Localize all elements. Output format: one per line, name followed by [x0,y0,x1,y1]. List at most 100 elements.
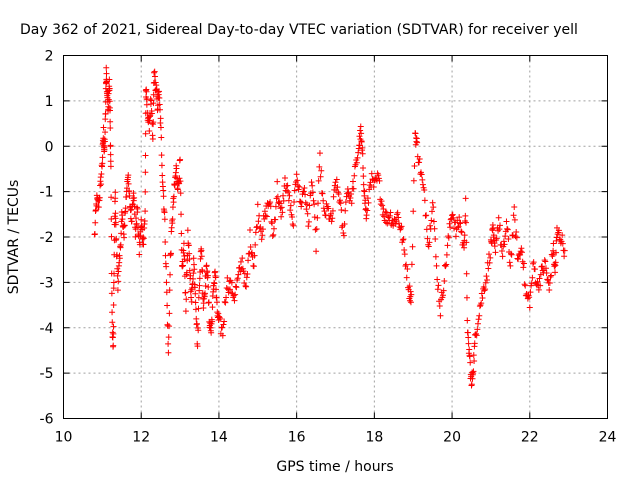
data-point [198,253,205,260]
data-point [274,193,281,200]
data-point [107,118,114,125]
data-point [230,292,237,299]
data-point [440,292,447,299]
data-point [473,332,480,339]
data-point [461,244,468,251]
data-point [379,202,386,209]
data-point [106,85,113,92]
data-point [136,251,143,258]
data-point [156,101,163,108]
data-point [148,110,155,117]
y-tick-label: -4 [40,321,54,337]
data-point [203,262,210,269]
data-point [160,193,167,200]
data-point [182,289,189,296]
data-point [530,259,537,266]
data-point [421,187,428,194]
data-point [224,274,231,281]
data-point [367,179,374,186]
data-point [215,310,222,317]
data-point [239,255,246,262]
data-point [208,329,215,336]
data-point [441,278,448,285]
data-point [537,282,544,289]
data-point [483,273,490,280]
data-point [235,271,242,278]
data-point [479,294,486,301]
data-point [458,228,465,235]
data-point [335,190,342,197]
data-point [286,192,293,199]
data-point [186,250,193,257]
data-point [247,243,254,250]
data-point [287,202,294,209]
data-point [423,212,430,219]
y-axis-label: SDTVAR / TECUs [6,180,22,295]
data-point [427,222,434,229]
data-point [180,249,187,256]
data-point [434,286,441,293]
y-tick-label: 0 [45,139,54,155]
data-point [492,249,499,256]
data-point [169,204,176,211]
data-point [149,136,156,143]
data-point [232,291,239,298]
data-point [437,312,444,319]
data-point [147,96,154,103]
data-point [465,334,472,341]
data-point [281,174,288,181]
data-point [213,299,220,306]
data-point [164,302,171,309]
data-point [463,294,470,301]
data-point [108,194,115,201]
data-point [294,182,301,189]
data-point [458,229,465,236]
data-point [330,193,337,200]
data-point [101,138,108,145]
data-point [165,334,172,341]
data-point [141,217,148,224]
data-point [466,346,473,353]
data-point [394,209,401,216]
data-point [278,213,285,220]
data-point [507,262,514,269]
data-point [156,106,163,113]
data-point [297,198,304,205]
data-point [305,218,312,225]
data-point [137,232,144,239]
data-point [418,171,425,178]
data-point [142,169,149,176]
data-point [328,218,335,225]
data-point [192,290,199,297]
data-point [168,224,175,231]
data-point [131,203,138,210]
data-point [425,243,432,250]
data-point [370,183,377,190]
data-point [512,233,519,240]
data-point [205,283,212,290]
data-point [290,222,297,229]
data-point [187,272,194,279]
data-point [521,281,528,288]
data-point [428,208,435,215]
data-point [99,154,106,161]
data-point [456,214,463,221]
data-point [166,323,173,330]
data-point [195,327,202,334]
data-point [474,326,481,333]
data-point [504,225,511,232]
data-point [185,242,192,249]
data-point [278,204,285,211]
data-point [387,209,394,216]
data-point [110,279,117,286]
data-point [251,252,258,259]
data-point [98,181,105,188]
data-point [142,188,149,195]
data-point [504,226,511,233]
data-point [493,235,500,242]
data-point [555,227,562,234]
data-point [314,214,321,221]
data-point [553,249,560,256]
data-point [130,190,137,197]
data-point [109,334,116,341]
